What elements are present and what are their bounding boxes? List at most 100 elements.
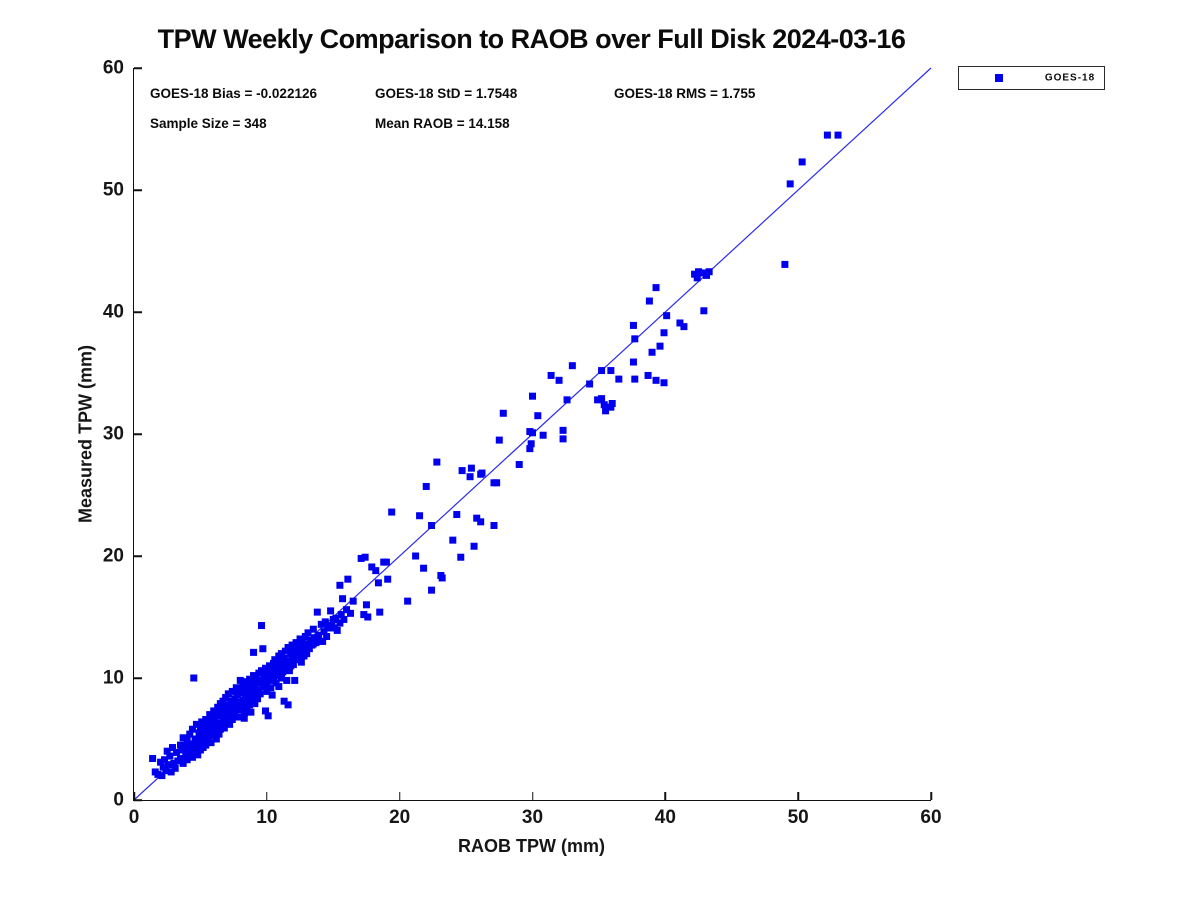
x-tick-label: 40 [654,807,676,828]
scatter-point [195,729,203,737]
scatter-point [343,606,351,614]
y-tick-label: 20 [102,545,124,567]
scatter-point [256,676,264,684]
scatter-point [188,725,196,733]
scatter-point [234,691,242,699]
scatter-point [262,664,270,672]
stat-rms: GOES-18 RMS = 1.755 [614,86,756,101]
scatter-point [384,575,392,583]
scatter-point [547,371,555,379]
scatter-point [247,708,255,716]
legend-square-marker-icon [995,74,1003,82]
scatter-point [190,744,198,752]
scatter-point [786,180,794,188]
scatter-point [297,647,305,655]
scatter-point [192,720,200,728]
scatter-point [422,482,430,490]
scatter-point [693,274,701,282]
scatter-point [227,697,235,705]
scatter-point [187,740,195,748]
scatter-point [304,629,312,637]
scatter-point [273,669,281,677]
scatter-point [244,694,252,702]
scatter-point [656,342,664,350]
scatter-point [259,645,267,653]
scatter-point [705,268,713,276]
scatter-point [529,392,536,400]
scatter-point [652,376,660,384]
x-tick-label: 0 [128,807,140,828]
scatter-point [228,715,236,723]
scatter-point [186,730,194,738]
scatter-point [256,690,264,698]
scatter-point [188,753,196,761]
scatter-point [539,431,547,439]
scatter-point [323,633,331,641]
scatter-point [660,379,668,387]
scatter-point [281,647,289,655]
scatter-point [269,659,277,667]
scatter-point [478,469,486,477]
scatter-point [495,436,503,444]
scatter-point [663,312,671,320]
scatter-point [699,269,707,277]
y-tick [134,189,142,191]
scatter-point [648,348,656,356]
scatter-point [202,715,210,723]
scatter-point [347,609,355,617]
scatter-point [239,681,247,689]
scatter-point [559,435,567,443]
scatter-point [336,619,344,627]
scatter-point [198,718,206,726]
scatter-point [246,701,254,709]
scatter-point [179,734,187,742]
scatter-point [607,367,615,375]
scatter-point [190,674,198,682]
y-tick [134,311,142,313]
scatter-point [236,676,244,684]
scatter-point [285,667,293,675]
scatter-point [568,362,576,370]
scatter-point [238,703,246,711]
scatter-point [364,613,372,621]
scatter-point [433,458,441,466]
x-tick [930,792,932,800]
scatter-point [207,739,215,747]
scatter-point [823,131,831,139]
scatter-point [449,536,457,544]
scatter-point [515,461,523,468]
scatter-point [203,736,211,744]
scatter-point [226,720,234,728]
y-tick-label: 30 [102,423,124,445]
scatter-point [159,763,167,771]
scatter-point [660,329,668,337]
scatter-point [559,426,567,434]
scatter-point [361,553,369,561]
x-tick [398,792,401,800]
scatter-point [224,690,232,698]
scatter-point [652,284,660,292]
scatter-point [295,651,303,659]
x-tick [266,792,268,800]
scatter-point [169,744,177,752]
scatter-point [691,270,699,278]
scatter-point [258,622,266,630]
scatter-point [183,756,191,764]
scatter-point [263,687,271,695]
scatter-point [202,741,210,749]
x-tick [797,792,799,800]
scatter-point [676,319,684,327]
scatter-point [272,663,280,671]
scatter-point [182,752,190,760]
y-axis-label: Measured TPW (mm) [75,344,96,524]
x-tick [664,792,667,800]
y-tick-label: 10 [102,667,124,689]
y-tick-label: 60 [102,57,124,79]
scatter-point [292,639,300,647]
scatter-point [178,746,186,754]
scatter-point [645,297,653,305]
scatter-point [631,335,639,343]
scatter-point [158,772,166,780]
y-tick-label: 50 [102,179,124,201]
scatter-point [600,401,608,409]
